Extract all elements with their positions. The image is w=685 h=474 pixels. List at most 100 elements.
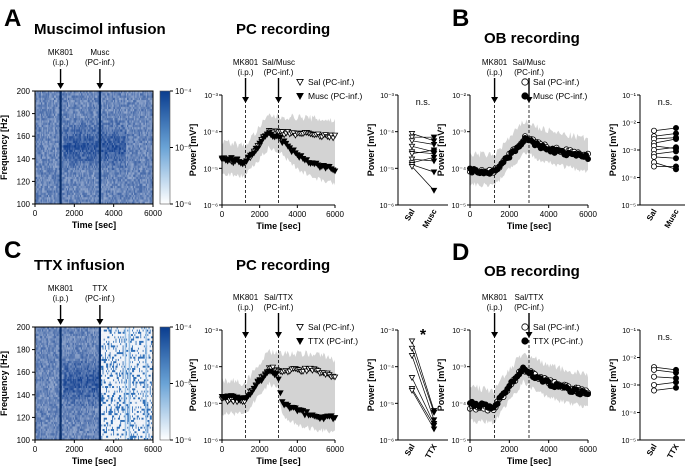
spectrogram-cell — [101, 163, 103, 166]
spectrogram-cell — [62, 118, 64, 121]
spectrogram-cell — [83, 188, 85, 191]
spectrogram-cell — [88, 161, 90, 164]
spectrogram-cell — [66, 183, 69, 187]
spectrogram-cell — [129, 97, 131, 101]
spectrogram-cell — [111, 104, 114, 108]
spectrogram-cell — [132, 154, 135, 157]
spectrogram-cell — [103, 131, 105, 135]
spectrogram-cell — [72, 124, 75, 128]
spectrogram-cell — [143, 192, 146, 196]
spectrogram-cell — [92, 152, 95, 155]
spectrogram-cell — [70, 188, 72, 191]
spectrogram-cell — [88, 145, 90, 148]
spectrogram-cell — [38, 106, 41, 110]
spectrogram-cell — [91, 156, 94, 160]
spectrogram-cell — [127, 131, 129, 135]
spectrogram-cell — [96, 111, 98, 114]
spectrogram-cell — [68, 133, 70, 137]
spectrogram-cell — [91, 118, 94, 121]
spectrogram-cell — [130, 140, 133, 144]
spectrogram-cell — [70, 138, 72, 142]
spectrogram-cell — [68, 140, 70, 144]
spectrogram-cell — [92, 118, 95, 121]
spectrogram-cell — [49, 124, 51, 128]
spectrogram-cell — [130, 138, 133, 142]
spectrogram-cell — [86, 102, 89, 105]
spectrogram-cell — [58, 118, 61, 121]
spectrogram-cell — [82, 154, 84, 157]
spectrogram-cell — [135, 152, 137, 155]
spectrogram-cell — [64, 163, 66, 166]
spectrogram-cell — [119, 174, 122, 178]
spectrogram-cell — [47, 154, 50, 157]
spectrogram-cell — [94, 183, 96, 187]
spectrogram-cell — [136, 154, 138, 157]
spectrogram-cell — [78, 95, 81, 99]
spectrogram-cell — [68, 181, 70, 184]
spectrogram-cell — [84, 138, 87, 142]
spectrogram-cell — [92, 140, 95, 144]
spectrogram-cell — [38, 154, 41, 157]
spectrogram-cell — [71, 152, 74, 155]
spectrogram-cell — [112, 138, 115, 142]
spectrogram-cell — [137, 122, 140, 126]
spectrogram-cell — [104, 140, 107, 144]
spectrogram-cell — [71, 192, 74, 196]
spectrogram-cell — [76, 201, 78, 205]
spectrogram-cell — [49, 106, 51, 110]
spectrogram-cell — [64, 100, 66, 103]
spectrogram-cell — [124, 145, 127, 148]
spectrogram-cell — [121, 122, 123, 126]
spectrogram-cell — [142, 136, 144, 139]
spectrogram-cell — [73, 104, 76, 108]
spectrogram-cell — [112, 136, 115, 139]
spectrogram-cell — [84, 115, 87, 119]
spectrogram-cell — [104, 113, 107, 117]
spectrogram-cell — [42, 154, 44, 157]
spectrogram-cell — [122, 115, 124, 119]
spectrogram-cell — [115, 140, 117, 144]
spectrogram-cell — [90, 138, 92, 142]
spectrogram-cell — [106, 113, 109, 117]
spectrogram-cell — [42, 201, 44, 205]
spectrogram-cell — [123, 197, 125, 200]
spectrogram-cell — [49, 147, 51, 151]
spectrogram-cell — [72, 147, 75, 151]
spectrogram-cell — [57, 154, 59, 157]
spectrogram-cell — [65, 145, 68, 148]
spectrogram-cell — [90, 158, 92, 162]
spectrogram-cell — [129, 136, 131, 139]
spectrogram-cell — [141, 152, 143, 155]
spectrogram-cell — [145, 163, 148, 166]
spectrogram-cell — [42, 122, 44, 126]
spectrogram-cell — [110, 102, 112, 105]
spectrogram-cell — [89, 188, 91, 191]
spectrogram-cell — [143, 111, 146, 114]
spectrogram-cell — [68, 120, 70, 123]
spectrogram-cell — [83, 136, 85, 139]
spectrogram-cell — [122, 181, 124, 184]
spectrogram-cell — [55, 154, 57, 157]
spectrogram-cell — [73, 109, 76, 112]
spectrogram-cell — [46, 149, 49, 153]
spectrogram-cell — [66, 172, 69, 175]
spectrogram-cell — [64, 181, 66, 184]
spectrogram-cell — [94, 136, 96, 139]
spectrogram-cell — [77, 172, 79, 175]
spectrogram-cell — [137, 167, 140, 171]
spectrogram-cell — [90, 113, 92, 117]
spectrogram-cell — [124, 142, 127, 146]
spectrogram-cell — [43, 154, 45, 157]
spectrogram-cell — [90, 93, 92, 96]
spectrogram-cell — [66, 190, 69, 193]
spectrogram-cell — [75, 91, 77, 94]
spectrogram-cell — [110, 199, 112, 203]
spectrogram-cell — [46, 201, 49, 205]
spectrogram-cell — [123, 111, 125, 114]
spectrogram-cell — [43, 149, 45, 153]
spectrogram-cell — [121, 190, 123, 193]
spectrogram-cell — [129, 127, 131, 130]
spectrogram-cell — [105, 113, 108, 117]
spectrogram-cell — [71, 154, 74, 157]
spectrogram-cell — [38, 97, 41, 101]
